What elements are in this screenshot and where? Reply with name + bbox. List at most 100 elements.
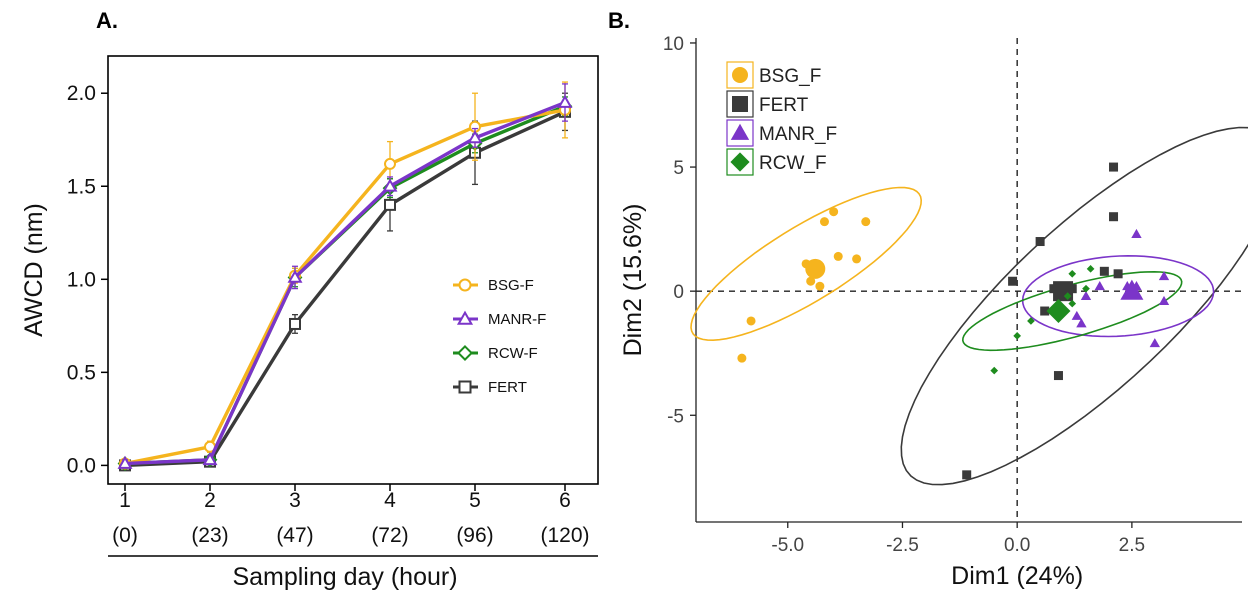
series-fert	[962, 162, 1123, 480]
data-point	[1099, 266, 1109, 276]
legend-marker	[456, 310, 474, 325]
x-tick-label: 0.0	[1004, 535, 1030, 556]
data-point	[852, 254, 862, 264]
legend-marker	[456, 344, 474, 362]
data-point	[1035, 237, 1045, 247]
data-point	[467, 130, 483, 144]
data-point	[1013, 332, 1022, 340]
x-axis-title: Dim1 (24%)	[951, 562, 1083, 590]
y-axis-title: Dim2 (15.6%)	[619, 204, 647, 357]
legend-marker	[458, 278, 472, 292]
legend-label: FERT	[759, 95, 809, 116]
confidence-ellipse-manr_f	[1021, 254, 1215, 338]
y-tick-label: 1.0	[67, 268, 96, 291]
data-point	[202, 452, 218, 466]
legend-marker	[458, 380, 472, 394]
series-bsg_f	[737, 207, 871, 363]
centroid-point	[1053, 281, 1074, 302]
series-line	[124, 110, 566, 468]
data-point	[1113, 269, 1123, 279]
legend-label: BSG-F	[488, 277, 534, 294]
awcd-line-chart: 0.0 0.5 1.0 1.5 2.0 1 (0) 2 (23) 3 (47) 4 (72) 5 (96) 6…	[20, 55, 599, 591]
data-point	[1109, 162, 1119, 172]
data-point	[1094, 281, 1105, 291]
y-tick-label: 0	[673, 282, 684, 303]
data-point	[384, 198, 396, 211]
x-hour-label: (120)	[540, 524, 589, 547]
data-point	[1082, 284, 1090, 293]
data-point	[1008, 276, 1018, 286]
legend-b: BSG_F FERT MANR_F RCW_F	[726, 61, 837, 176]
data-point	[990, 366, 999, 375]
data-point	[1086, 264, 1095, 273]
data-point	[1068, 269, 1077, 278]
legend-label: RCW_F	[759, 153, 827, 174]
x-tick-label: 4	[384, 489, 396, 512]
y-tick-label: 5	[673, 158, 684, 179]
centroid-point	[1046, 299, 1071, 324]
data-point	[1158, 271, 1170, 281]
x-tick-label: 2.5	[1119, 535, 1145, 556]
y-tick-label: 0.5	[67, 361, 96, 384]
series-line	[124, 100, 566, 466]
data-point	[1068, 299, 1077, 308]
legend-label: RCW-F	[488, 345, 538, 362]
data-point	[382, 178, 398, 192]
pca-scatter-plot: -5 0 5 10 -5.0 -2.5 0.0 2.5 Dim1 (24%) Dim2 (15.6…	[619, 34, 1248, 590]
legend-label: FERT	[488, 379, 527, 396]
centroid-point	[1120, 279, 1144, 300]
data-point	[737, 353, 747, 363]
x-hour-label: (72)	[371, 524, 408, 547]
x-tick-label: 5	[469, 489, 481, 512]
panel-b-label: B.	[608, 8, 630, 33]
legend-label: MANR-F	[488, 311, 546, 328]
x-hour-label: (96)	[456, 524, 493, 547]
y-tick-label: -5	[667, 406, 684, 427]
confidence-ellipse-bsg_f	[690, 186, 923, 342]
series-manr_f	[1071, 228, 1170, 348]
x-tick-label: -5.0	[771, 535, 804, 556]
series-rcw_f	[990, 264, 1095, 375]
data-point	[1027, 317, 1035, 325]
centroid-point	[805, 258, 826, 279]
legend-key-box	[726, 61, 754, 89]
data-point	[1109, 212, 1119, 222]
plot-a-frame	[107, 55, 599, 485]
data-point	[833, 251, 843, 261]
legend-marker	[730, 152, 750, 172]
y-axis-title: AWCD (nm)	[20, 203, 48, 337]
confidence-ellipse-rcw_f	[961, 270, 1183, 352]
legend-marker	[730, 123, 750, 140]
legend-a: BSG-F MANR-F RCW-F FERT	[453, 277, 546, 396]
data-point	[819, 217, 829, 227]
x-tick-label: -2.5	[886, 535, 919, 556]
data-point	[1053, 371, 1063, 381]
data-point	[1040, 306, 1050, 316]
confidence-ellipse-fert	[900, 126, 1248, 486]
data-point	[829, 207, 839, 217]
data-point	[1149, 338, 1160, 348]
data-point	[1158, 295, 1170, 305]
data-point	[117, 455, 133, 469]
data-point	[1071, 310, 1082, 320]
data-point	[962, 470, 972, 480]
data-point	[815, 281, 825, 291]
series-manr-f	[117, 83, 573, 469]
panel-a-label: A.	[96, 8, 118, 33]
data-point	[287, 269, 303, 283]
data-point	[1076, 318, 1087, 328]
data-point	[1131, 228, 1142, 238]
x-tick-label: 1	[119, 489, 131, 512]
y-tick-label: 0.0	[67, 454, 96, 477]
x-hour-label: (23)	[191, 524, 228, 547]
y-tick-label: 2.0	[67, 82, 96, 105]
x-tick-label: 2	[204, 489, 216, 512]
legend-marker	[732, 96, 748, 112]
legend-marker	[732, 67, 748, 83]
x-hour-label: (0)	[112, 524, 138, 547]
x-hour-label: (47)	[276, 524, 313, 547]
series-line	[124, 108, 566, 466]
y-tick-label: 10	[663, 34, 684, 55]
x-tick-label: 6	[559, 489, 571, 512]
data-point	[1063, 292, 1072, 300]
